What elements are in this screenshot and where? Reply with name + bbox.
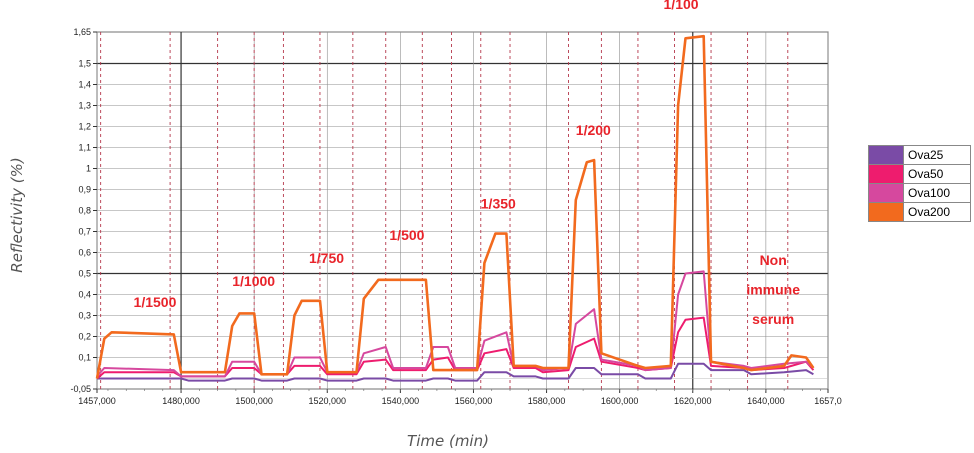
y-tick-label: 0,2 bbox=[78, 332, 91, 342]
grid bbox=[96, 31, 829, 390]
y-tick-label: 0,3 bbox=[78, 311, 91, 321]
x-tick-label: 1657,0 bbox=[814, 396, 842, 406]
x-tick-label: 1457,000 bbox=[78, 396, 116, 406]
y-tick-label: 1,65 bbox=[73, 27, 91, 37]
y-tick-label: 1,1 bbox=[78, 143, 91, 153]
x-axis-title: Time (min) bbox=[407, 432, 489, 450]
dilution-label: 1/100 bbox=[664, 0, 699, 12]
y-tick-label: 0,1 bbox=[78, 353, 91, 363]
y-tick-label: 1,4 bbox=[78, 80, 91, 90]
legend-label: Ova50 bbox=[908, 167, 944, 181]
legend-swatch bbox=[869, 203, 904, 221]
y-tick-label: 0,5 bbox=[78, 269, 91, 279]
legend-label: Ova100 bbox=[908, 186, 951, 200]
dilution-label: 1/1000 bbox=[232, 273, 275, 289]
legend-item: Ova50 bbox=[869, 165, 970, 184]
dilution-label: 1/750 bbox=[309, 250, 344, 266]
legend-item: Ova100 bbox=[869, 184, 970, 203]
y-tick-label: 0,7 bbox=[78, 227, 91, 237]
x-tick-label: 1540,000 bbox=[382, 396, 420, 406]
series-layer bbox=[95, 34, 815, 382]
x-tick-label: 1500,000 bbox=[235, 396, 273, 406]
dilution-label: 1/500 bbox=[389, 227, 424, 243]
legend-swatch bbox=[869, 165, 904, 183]
legend-swatch bbox=[869, 146, 904, 164]
x-tick-label: 1580,000 bbox=[528, 396, 566, 406]
x-tick-label: 1560,000 bbox=[455, 396, 493, 406]
y-tick-label: 1,2 bbox=[78, 122, 91, 132]
series-line-ova25 bbox=[97, 362, 814, 382]
x-axis-ticks: 1457,000 1480,000 1500,000 1520,000 1540,000… bbox=[78, 389, 842, 406]
legend-item: Ova200 bbox=[869, 203, 970, 221]
y-tick-label: -0,05 bbox=[70, 384, 91, 394]
y-axis-ticks: -0,05 0,1 0,2 0,3 0,4 0,5 0,6 0,7 0,8 0,9 1 1,1 1,2 1… bbox=[70, 27, 97, 394]
dilution-label: immune bbox=[746, 282, 800, 298]
dilution-label: 1/1500 bbox=[134, 294, 177, 310]
dilution-label: 1/350 bbox=[481, 195, 516, 211]
series-line-ova200 bbox=[95, 34, 815, 379]
y-tick-label: 0,8 bbox=[78, 206, 91, 216]
y-tick-label: 0,9 bbox=[78, 185, 91, 195]
dilution-label: 1/200 bbox=[576, 122, 611, 138]
y-tick-label: 1 bbox=[86, 164, 91, 174]
x-tick-label: 1640,000 bbox=[747, 396, 785, 406]
x-tick-label: 1620,000 bbox=[674, 396, 712, 406]
x-tick-label: 1480,000 bbox=[162, 396, 200, 406]
legend-label: Ova25 bbox=[908, 148, 944, 162]
y-tick-label: 0,4 bbox=[78, 290, 91, 300]
legend-item: Ova25 bbox=[869, 146, 970, 165]
dilution-label: Non bbox=[760, 252, 787, 268]
legend: Ova25 Ova50 Ova100 Ova200 bbox=[868, 145, 971, 222]
y-tick-label: 1,3 bbox=[78, 101, 91, 111]
y-tick-label: 0,6 bbox=[78, 248, 91, 258]
legend-swatch bbox=[869, 184, 904, 202]
dilution-annotations: 1/1500 1/1000 1/750 1/500 1/350 1/200 1/100 Non… bbox=[134, 0, 801, 327]
dilution-label: serum bbox=[752, 311, 794, 327]
x-tick-label: 1600,000 bbox=[601, 396, 639, 406]
legend-label: Ova200 bbox=[908, 205, 951, 219]
x-tick-label: 1520,000 bbox=[308, 396, 346, 406]
y-axis-title: Reflectivity (%) bbox=[8, 157, 26, 272]
y-tick-label: 1,5 bbox=[78, 59, 91, 69]
